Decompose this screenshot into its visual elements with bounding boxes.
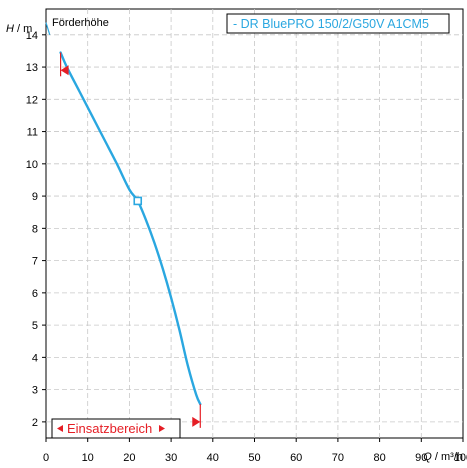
x-tick-label: 20 [123, 452, 135, 464]
axis-ticks [42, 34, 464, 442]
x-tick-label: 50 [248, 452, 260, 464]
y-tick-label: 10 [26, 159, 38, 171]
x-tick-label: 90 [415, 452, 427, 464]
x-tick-label: 60 [290, 452, 302, 464]
y-tick-label: 6 [32, 288, 38, 300]
x-tick-label: 70 [332, 452, 344, 464]
y-tick-label: 7 [32, 256, 38, 268]
y-tick-label: 8 [32, 223, 38, 235]
y-axis-label: H / m [6, 23, 32, 35]
curve-extrapolation [45, 22, 51, 35]
grid [46, 9, 463, 438]
x-tick-label: 80 [373, 452, 385, 464]
range-min-arrow-icon [60, 65, 69, 76]
x-axis-var: Q [423, 451, 432, 463]
operating-range-frame [51, 418, 181, 439]
y-tick-label: 5 [32, 320, 38, 332]
y-tick-label: 9 [32, 191, 38, 203]
y-tick-label: 14 [26, 30, 38, 42]
legend-entry: - DR BluePRO 150/2/G50V A1CM5 [233, 17, 429, 31]
range-left-arrow-icon [57, 425, 63, 432]
x-tick-label: 40 [207, 452, 219, 464]
plot-frame [45, 8, 464, 439]
y-tick-label: 13 [26, 62, 38, 74]
y-tick-label: 3 [32, 385, 38, 397]
x-tick-label: 10 [82, 452, 94, 464]
y-tick-label: 4 [32, 352, 38, 364]
y-axis-unit: / m [14, 23, 32, 35]
x-axis-label: Q / m³/h [423, 451, 463, 463]
x-tick-label: 100 [454, 452, 467, 464]
legend-box [226, 13, 450, 34]
x-axis-unit: / m³/h [432, 451, 463, 463]
range-max-marker [192, 404, 201, 428]
y-tick-label: 11 [27, 127, 38, 139]
range-max-arrow-icon [192, 416, 201, 427]
y-tick-label: 2 [32, 417, 38, 429]
operating-point-marker [133, 196, 143, 206]
y-axis-var: H [6, 23, 14, 35]
range-min-marker [59, 52, 69, 77]
y-tick-label: 12 [26, 94, 38, 106]
operating-range-label: Einsatzbereich [67, 421, 152, 436]
operating-range-box: Einsatzbereich [51, 418, 181, 439]
x-tick-label: 30 [165, 452, 177, 464]
series-curve [59, 51, 202, 406]
range-right-arrow-icon [159, 425, 165, 432]
chart-title: Förderhöhe [52, 17, 109, 29]
x-tick-labels: 0 10 20 30 40 50 60 70 80 90 100 [43, 452, 467, 464]
x-tick-label: 0 [43, 452, 49, 464]
y-tick-labels: 2 3 4 5 6 7 8 9 10 11 12 13 14 [26, 30, 38, 429]
